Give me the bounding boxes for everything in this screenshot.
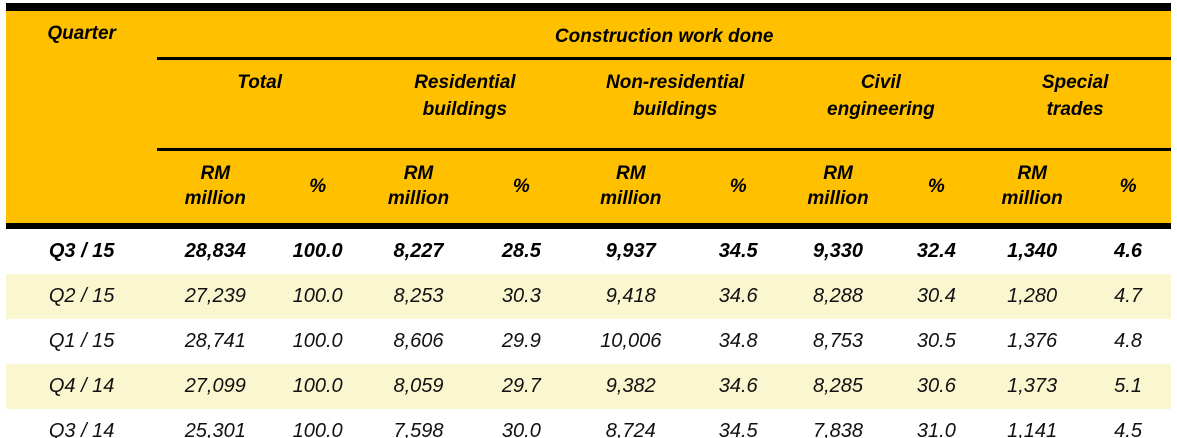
value-cell: 8,724 <box>567 409 694 438</box>
subheader-special-rm-million: RM million <box>979 148 1086 229</box>
value-cell: 1,141 <box>979 409 1086 438</box>
table-row: Q3 / 15 28,834 100.0 8,227 28.5 9,937 34… <box>6 226 1171 274</box>
header-row-groups: Total Residential buildings Non-resident… <box>6 58 1171 150</box>
value-cell: 34.5 <box>693 409 783 438</box>
value-cell: 8,253 <box>362 274 475 319</box>
value-cell: 30.6 <box>893 364 980 409</box>
value-cell: 34.6 <box>693 364 783 409</box>
quarter-cell: Q1 / 15 <box>48 330 115 352</box>
value-cell: 9,382 <box>567 364 694 409</box>
value-cell: 9,418 <box>567 274 694 319</box>
value-cell: 31.0 <box>893 409 980 438</box>
group-header-residential-buildings: Residential buildings <box>362 58 568 150</box>
value-cell: 1,340 <box>1007 240 1058 262</box>
subheader-residential-rm-million: RM million <box>362 148 475 229</box>
group-header-special-trades: Special trades <box>979 58 1171 150</box>
value-cell: 100.0 <box>292 330 343 352</box>
group-header-civil-engineering: Civil engineering <box>782 58 980 150</box>
value-cell: 27,099 <box>157 364 274 409</box>
table-row: Q1 / 15 28,741 100.0 8,606 29.9 10,006 3… <box>6 319 1171 364</box>
value-cell: 5.1 <box>1085 364 1171 409</box>
value-cell: 28,834 <box>184 240 246 262</box>
value-cell: 9,937 <box>605 240 656 262</box>
value-cell: 100.0 <box>273 409 363 438</box>
subheader-civil-percent: % <box>893 148 980 229</box>
group-header-total: Total <box>157 58 363 150</box>
value-cell: 34.6 <box>693 274 783 319</box>
subheader-civil-rm-million: RM million <box>782 148 894 229</box>
value-cell: 10,006 <box>600 330 662 352</box>
value-cell: 32.4 <box>916 240 956 262</box>
value-cell: 8,288 <box>782 274 894 319</box>
quarter-cell: Q3 / 14 <box>6 409 158 438</box>
value-cell: 25,301 <box>157 409 274 438</box>
value-cell: 8,753 <box>813 330 864 352</box>
subheader-non-residential-rm-million: RM million <box>567 148 694 229</box>
value-cell: 100.0 <box>273 364 363 409</box>
value-cell: 4.6 <box>1114 240 1142 262</box>
value-cell: 29.9 <box>501 330 541 352</box>
quarter-cell: Q2 / 15 <box>6 274 158 319</box>
value-cell: 30.4 <box>893 274 980 319</box>
value-cell: 100.0 <box>273 274 363 319</box>
value-cell: 30.0 <box>474 409 568 438</box>
value-cell: 7,598 <box>362 409 475 438</box>
value-cell: 27,239 <box>157 274 274 319</box>
value-cell: 8,606 <box>393 330 444 352</box>
value-cell: 34.8 <box>718 330 758 352</box>
value-cell: 8,227 <box>393 240 444 262</box>
subheader-special-percent: % <box>1085 148 1171 229</box>
value-cell: 28,741 <box>184 330 246 352</box>
group-header-non-residential-buildings: Non-residential buildings <box>567 58 783 150</box>
header-row-units: RM million % RM million % RM million % R… <box>6 148 1171 229</box>
span-header-construction-work-done: Construction work done <box>157 7 1171 60</box>
table-row: Q4 / 14 27,099 100.0 8,059 29.7 9,382 34… <box>6 364 1171 409</box>
quarter-column-header: Quarter <box>6 7 158 229</box>
value-cell: 7,838 <box>782 409 894 438</box>
quarter-cell: Q4 / 14 <box>6 364 158 409</box>
value-cell: 4.7 <box>1085 274 1171 319</box>
value-cell: 1,280 <box>979 274 1086 319</box>
value-cell: 9,330 <box>813 240 864 262</box>
value-cell: 29.7 <box>474 364 568 409</box>
value-cell: 8,059 <box>362 364 475 409</box>
table-row: Q2 / 15 27,239 100.0 8,253 30.3 9,418 34… <box>6 274 1171 319</box>
subheader-non-residential-percent: % <box>693 148 783 229</box>
value-cell: 28.5 <box>501 240 541 262</box>
value-cell: 4.5 <box>1085 409 1171 438</box>
subheader-total-rm-million: RM million <box>157 148 274 229</box>
value-cell: 34.5 <box>718 240 758 262</box>
value-cell: 1,376 <box>1007 330 1058 352</box>
value-cell: 8,285 <box>782 364 894 409</box>
subheader-total-percent: % <box>273 148 363 229</box>
header-row-span: Quarter Construction work done <box>6 7 1171 229</box>
quarter-cell: Q3 / 15 <box>48 240 115 262</box>
value-cell: 100.0 <box>292 240 343 262</box>
value-cell: 30.3 <box>474 274 568 319</box>
construction-work-done-table: Quarter Construction work done Total Res… <box>6 3 1171 438</box>
value-cell: 30.5 <box>916 330 956 352</box>
subheader-residential-percent: % <box>474 148 568 229</box>
table-row: Q3 / 14 25,301 100.0 7,598 30.0 8,724 34… <box>6 409 1171 438</box>
value-cell: 1,373 <box>979 364 1086 409</box>
value-cell: 4.8 <box>1114 330 1142 352</box>
